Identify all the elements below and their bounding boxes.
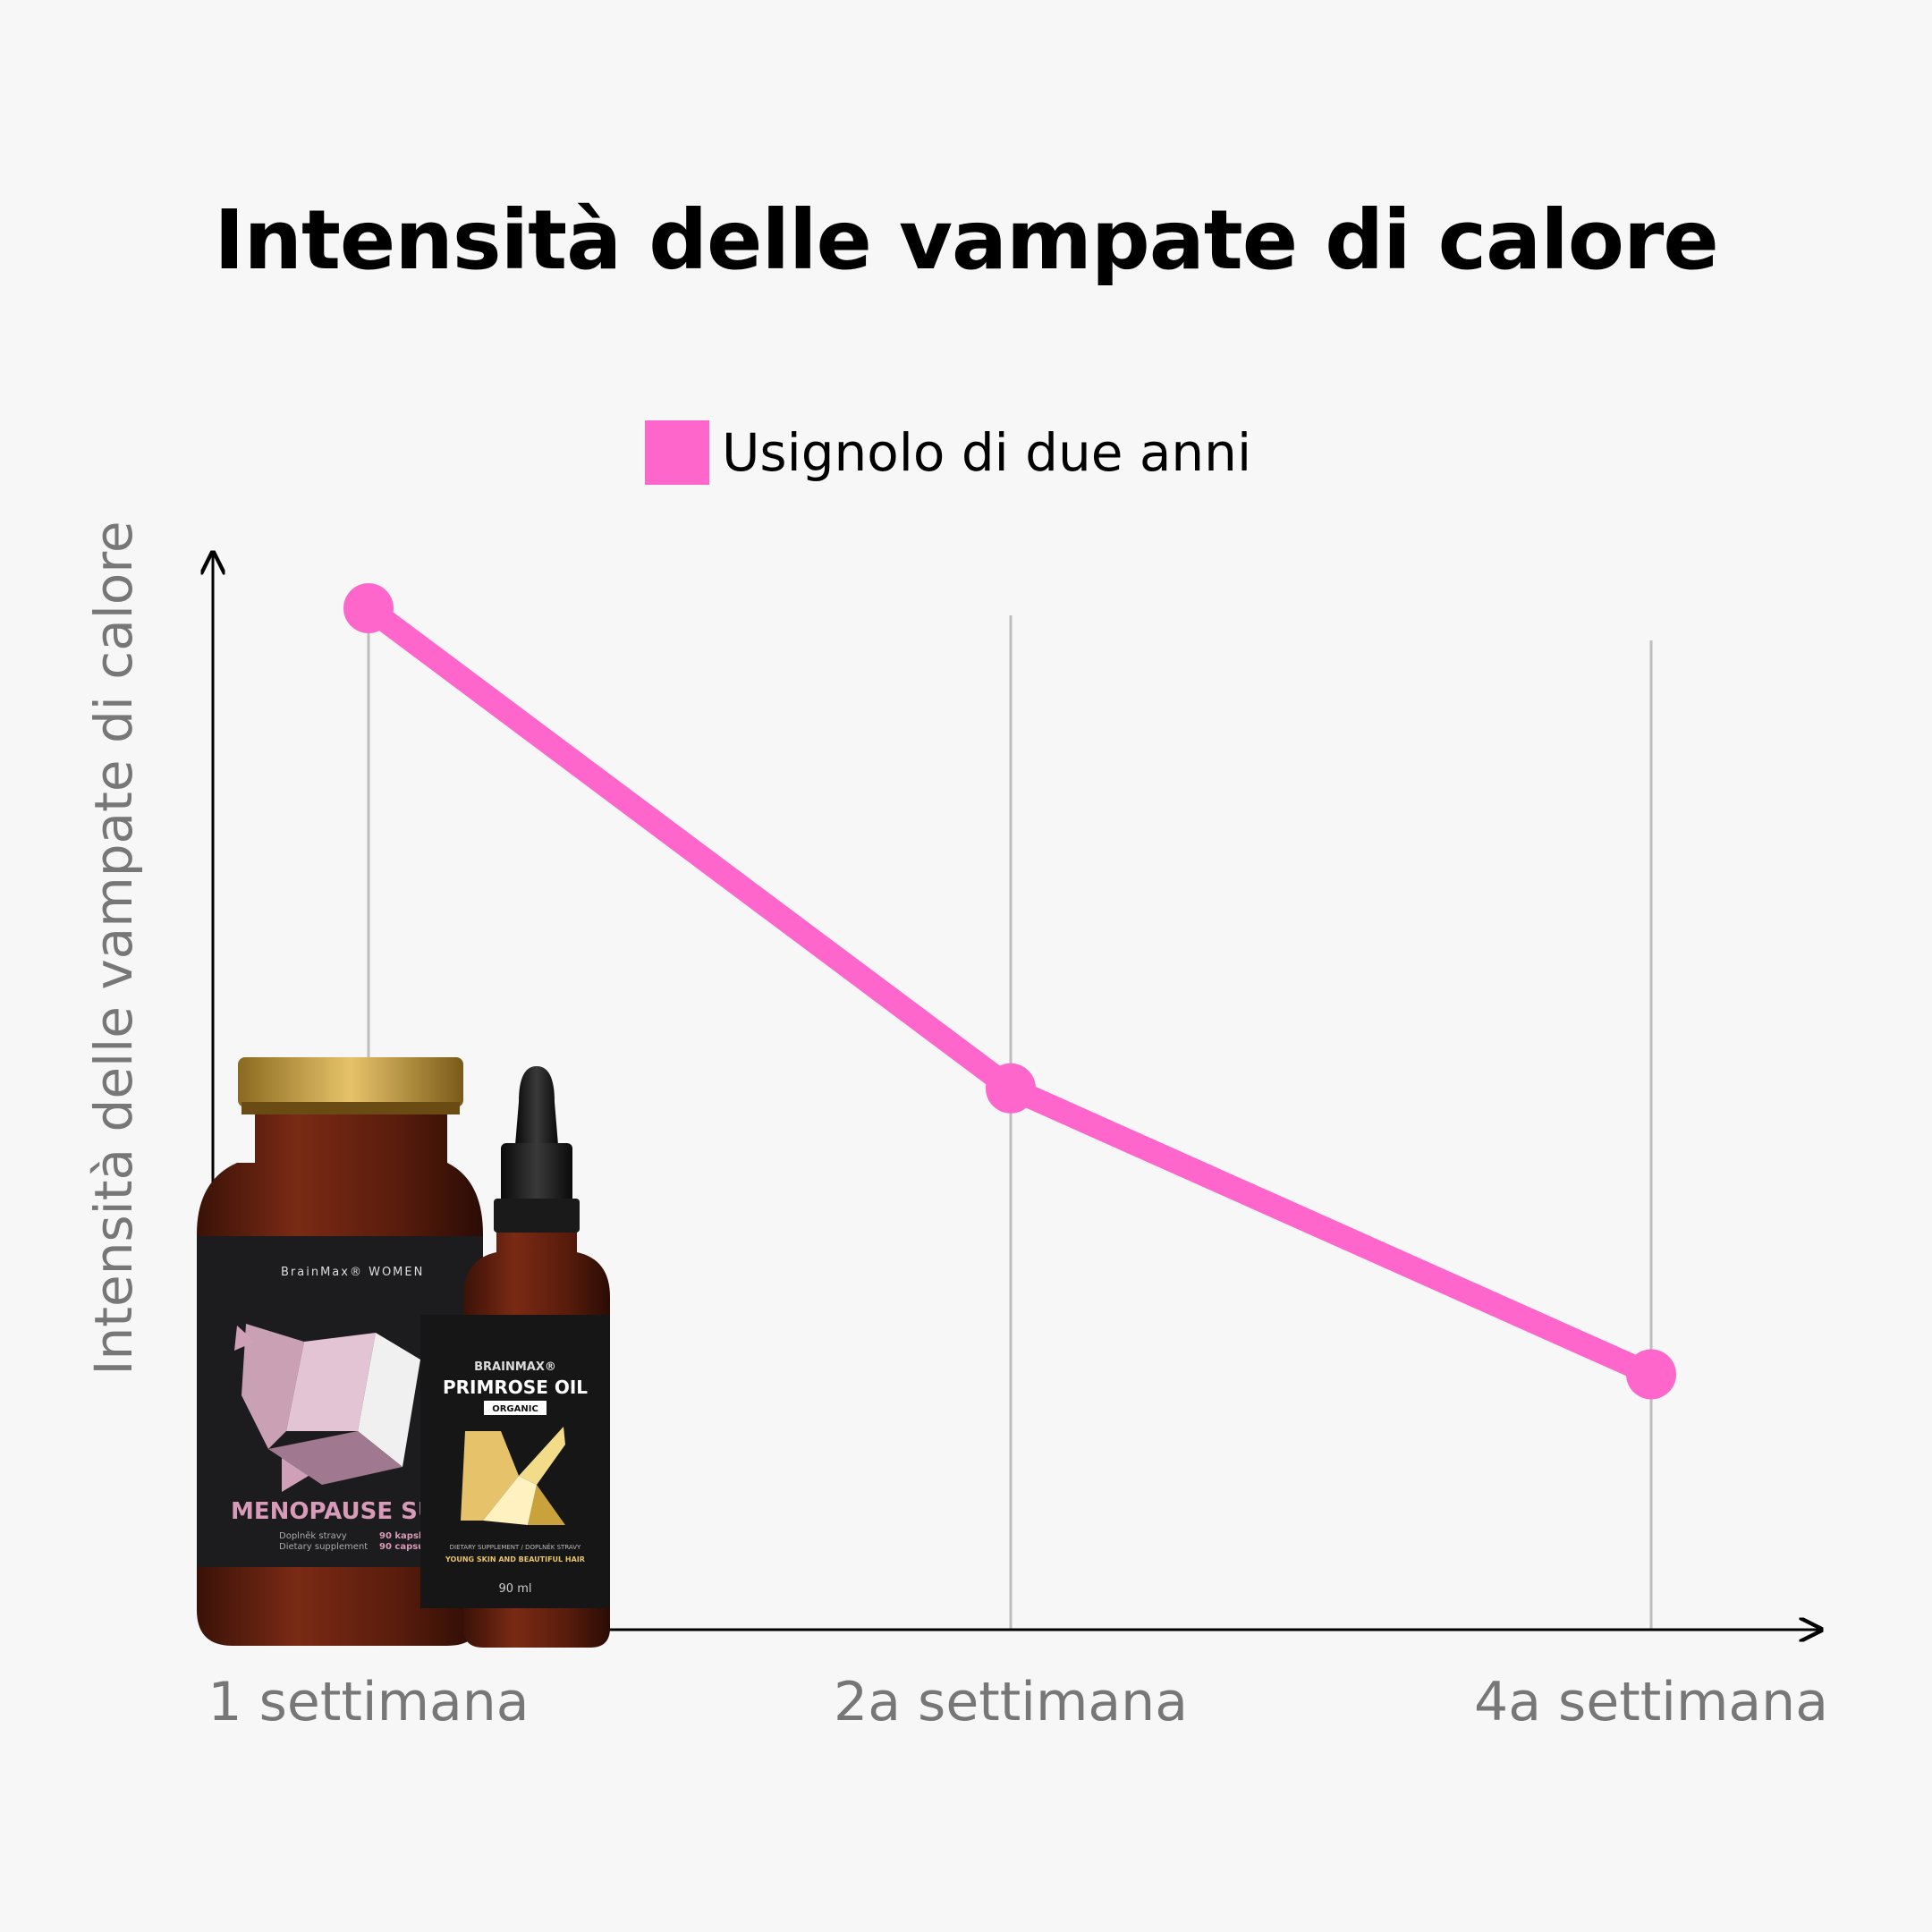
legend-swatch bbox=[644, 420, 709, 485]
legend: Usignolo di due anni bbox=[0, 420, 1932, 485]
legend-label: Usignolo di due anni bbox=[721, 422, 1252, 483]
x-tick-label: 2a settimana bbox=[834, 1671, 1188, 1733]
data-point-3 bbox=[1626, 1349, 1676, 1400]
page-title: Intensità delle vampate di calore bbox=[214, 192, 1719, 288]
x-tick-label: 1 settimana bbox=[208, 1671, 530, 1733]
data-point-2 bbox=[986, 1063, 1036, 1114]
data-point-1 bbox=[343, 583, 394, 633]
x-tick-label: 4a settimana bbox=[1474, 1671, 1828, 1733]
